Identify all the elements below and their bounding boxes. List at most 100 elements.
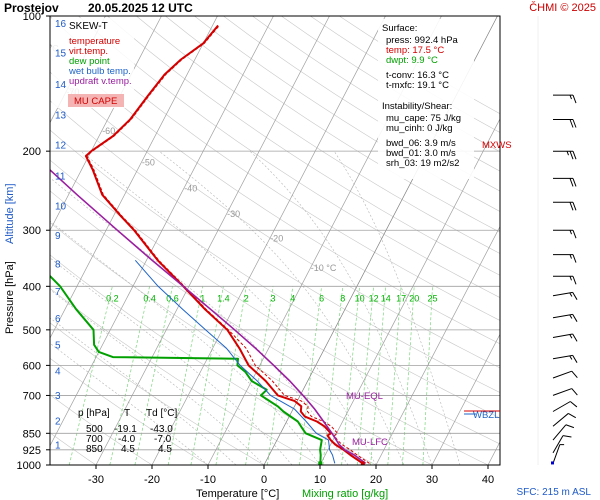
dry-adiabat [136, 16, 500, 254]
moist-adiabat [50, 220, 321, 465]
wind-barb [553, 229, 577, 239]
km-tick-label: 3 [55, 391, 61, 402]
wind-barb-column [537, 16, 578, 465]
wind-barb [553, 94, 577, 104]
mu-cape-value: mu_cape: 75 J/kg [386, 113, 461, 124]
wind-barb [553, 201, 577, 211]
isotherm [50, 16, 218, 339]
dry-adiabat [194, 16, 500, 212]
km-tick-label: 8 [55, 260, 61, 271]
km-tick-label: 1 [55, 440, 61, 451]
surface-temp: temp: 17.5 °C [386, 45, 444, 56]
p-tick-label: 925 [23, 445, 41, 457]
mixing-ratio-label: 1 [200, 293, 205, 303]
isotherm [151, 16, 386, 465]
km-tick-label: 9 [55, 231, 61, 242]
mixing-ratio-label: 6 [319, 293, 324, 303]
sfc-elevation-label: SFC: 215 m ASL [517, 487, 592, 498]
moist-adiabat [50, 257, 293, 465]
wind-barb [553, 150, 577, 160]
km-tick-label: 14 [55, 80, 67, 91]
km-tick-label: 4 [55, 366, 61, 377]
level-table: p [hPa] T Td [°C] 500 -19.1 -43.0 700 -4… [78, 408, 177, 455]
surface-title: Surface: [382, 23, 417, 34]
plot-frame [49, 15, 501, 466]
srh-03-value: srh_03: 19 m2/s2 [386, 158, 459, 169]
isotherm-label: -50 [142, 157, 155, 167]
mu-cinh-value: mu_cinh: 0 J/kg [386, 123, 453, 134]
legend-title: SKEW-T [69, 21, 108, 32]
km-tick-label: 6 [55, 314, 61, 325]
dry-adiabat [50, 43, 500, 345]
km-tick-label: 2 [55, 416, 61, 427]
table-cell: 4.5 [158, 444, 172, 455]
temperature-line [84, 24, 364, 465]
mixing-ratio-label: 17 [396, 293, 406, 303]
surface-temp-marker [360, 461, 365, 465]
y-axis-label-altitude: Altitude [km] [4, 183, 16, 244]
dry-adiabat [78, 16, 500, 298]
mixing-ratio-label: 8 [340, 293, 345, 303]
mixing-ratio-line [109, 286, 150, 465]
x-tick-label: -20 [144, 474, 160, 486]
wind-barb [552, 354, 578, 363]
surface-dwpt-marker [318, 461, 323, 465]
surface-wind-marker [551, 461, 554, 465]
legend-item: dew point [69, 56, 110, 67]
mixing-ratio-line [68, 286, 113, 465]
table-header-p: p [hPa] [78, 408, 110, 419]
mixing-ratio-line [134, 286, 173, 465]
axes-layer: -30 -20 -10 0 10 20 30 401002003004005006007008… [17, 11, 495, 486]
y-axis-label-pressure: Pressure [hPa] [4, 261, 16, 334]
bwd-01-value: bwd_01: 3.0 m/s [386, 148, 456, 159]
mixing-ratio-line [267, 286, 294, 465]
x-axis-label-mixing: Mixing ratio [g/kg] [302, 488, 388, 500]
dry-adiabat [50, 129, 500, 419]
table-cell: 850 [86, 444, 103, 455]
surface-dwpt: dwpt: 9.9 °C [386, 55, 438, 66]
profile-series-layer [50, 24, 370, 465]
wind-barb [552, 413, 577, 427]
station-name: Prostejov [4, 1, 59, 15]
km-tick-label: 5 [55, 341, 61, 352]
isotherm-label: -40 [184, 184, 197, 194]
isotherm [319, 118, 500, 465]
sounding-datetime: 20.05.2025 12 UTC [88, 1, 193, 15]
wind-barb [552, 424, 575, 441]
km-tick-label: 7 [55, 287, 61, 298]
wind-barb [553, 254, 577, 263]
moist-adiabat [249, 150, 433, 465]
dry-adiabat [50, 16, 500, 321]
mixing-ratio-label: 1.4 [217, 293, 230, 303]
legend-item: wet bulb temp. [68, 66, 131, 77]
mu-lfc-label: MU-LFC [352, 437, 388, 448]
isotherm [95, 16, 330, 465]
dry-adiabat [50, 71, 500, 369]
x-axis-label: Temperature [°C] [196, 488, 279, 500]
table-cell: -43.0 [150, 424, 173, 435]
mixing-ratio-label: 10 [355, 293, 365, 303]
mixing-ratio-label: 12 [369, 293, 379, 303]
x-tick-label: 10 [314, 474, 326, 486]
wind-barb [552, 370, 578, 379]
wet-bulb-line [134, 259, 336, 464]
wind-barb [552, 333, 578, 342]
wind-barb [552, 401, 578, 412]
wind-barb [552, 313, 578, 322]
surface-tconv: t-conv: 16.3 °C [386, 70, 449, 81]
table-cell: -19.1 [114, 424, 137, 435]
isotherm-label: -30 [227, 209, 240, 219]
mu-cape-badge: MU CAPE [74, 96, 117, 107]
x-tick-label: -30 [88, 474, 104, 486]
p-tick-label: 1000 [17, 460, 41, 472]
isotherm [375, 225, 500, 465]
mixing-ratio-label: 0.6 [166, 293, 179, 303]
table-header-t: T [124, 408, 130, 419]
x-tick-label: 40 [482, 474, 494, 486]
mixing-ratio-label: 0.2 [106, 293, 119, 303]
p-tick-label: 700 [23, 390, 41, 402]
mixing-ratio-label: 0.4 [143, 293, 156, 303]
wind-barb [553, 119, 577, 128]
isotherm [431, 333, 500, 465]
